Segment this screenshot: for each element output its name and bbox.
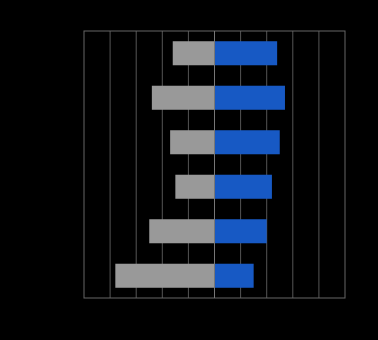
x-tick-label: -1	[184, 304, 194, 316]
bar	[151, 85, 215, 110]
x-tick-label: 5	[342, 304, 348, 316]
bar	[214, 130, 280, 155]
bar	[149, 219, 215, 244]
bar	[172, 41, 215, 66]
x-tick-label: 2	[264, 304, 270, 316]
x-tick-label: 3	[290, 304, 296, 316]
bar	[214, 263, 254, 288]
bar	[115, 263, 215, 288]
x-tick-label: -2	[157, 304, 167, 316]
x-tick-label: -3	[131, 304, 141, 316]
bar	[175, 174, 215, 199]
bar	[214, 174, 272, 199]
bar	[170, 130, 215, 155]
x-tick-label: 0	[211, 304, 217, 316]
x-tick-label: -4	[105, 304, 115, 316]
x-tick-label: -5	[79, 304, 89, 316]
bar	[214, 219, 267, 244]
x-tick-label: 1	[238, 304, 244, 316]
bar	[214, 41, 278, 66]
x-tick-label: 4	[316, 304, 322, 316]
bar	[214, 85, 285, 110]
